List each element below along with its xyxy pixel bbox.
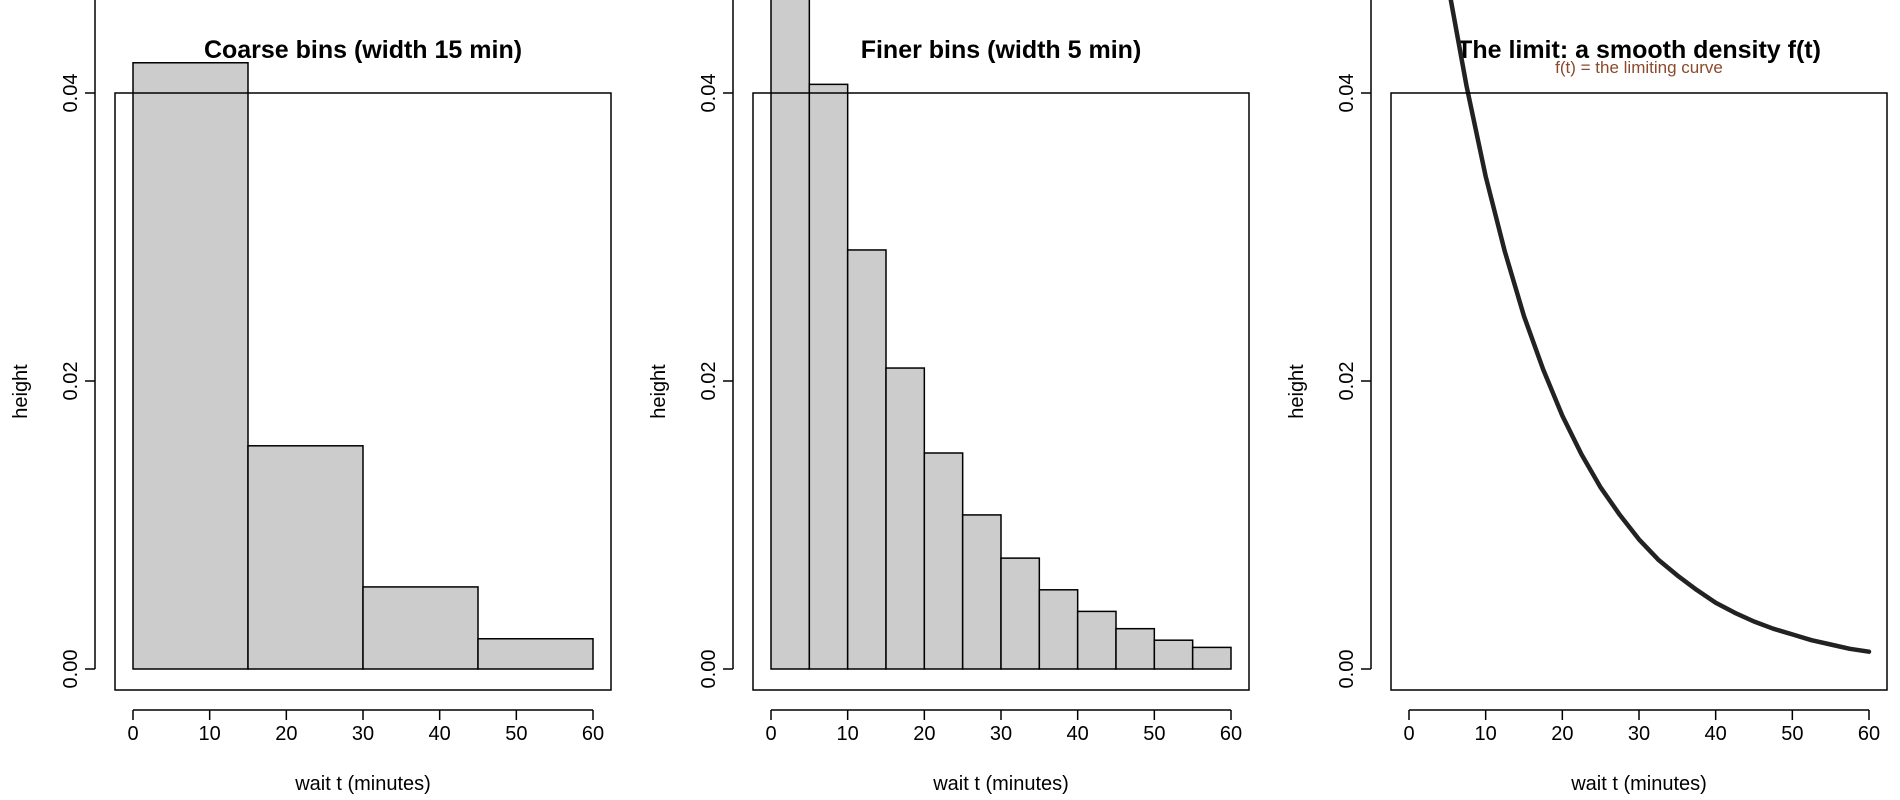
x-tick-label: 60 xyxy=(1858,723,1880,745)
y-tick-label: 0.00 xyxy=(60,650,82,689)
histogram-bar xyxy=(1115,627,1156,670)
x-tick-label: 40 xyxy=(1067,723,1089,745)
histogram-bar xyxy=(1000,557,1041,670)
y-axis-label: height xyxy=(10,364,32,419)
x-axis-label: wait t (minutes) xyxy=(1570,773,1707,795)
x-tick-label: 30 xyxy=(1628,723,1650,745)
y-axis-label: height xyxy=(1286,364,1308,419)
histogram-bar xyxy=(846,249,887,670)
y-tick-label: 0.02 xyxy=(1336,362,1358,401)
histogram-bar xyxy=(1153,639,1194,670)
histogram-bar xyxy=(1038,589,1079,670)
chart-title: Coarse bins (width 15 min) xyxy=(204,36,522,64)
y-tick-label: 0.02 xyxy=(60,362,82,401)
annotation-text: f(t) = the limiting curve xyxy=(1555,58,1723,77)
x-tick-label: 0 xyxy=(1403,723,1414,745)
x-tick-label: 50 xyxy=(1781,723,1803,745)
x-tick-label: 40 xyxy=(429,723,451,745)
histogram-bar xyxy=(362,586,479,670)
histogram-bar xyxy=(247,445,364,670)
x-axis-label: wait t (minutes) xyxy=(932,773,1069,795)
density-curve xyxy=(1448,0,1872,654)
x-tick-label: 10 xyxy=(199,723,221,745)
finer-bins-panel: Finer bins (width 5 min) 0 10 20 30 40 50 60 0.0… xyxy=(648,0,1250,795)
histogram-bar xyxy=(808,83,849,670)
y-tick-label: 0.04 xyxy=(698,74,720,113)
x-tick-label: 0 xyxy=(127,723,138,745)
histogram-bar xyxy=(923,452,964,670)
histogram-bar xyxy=(1191,646,1232,670)
histogram-bar xyxy=(132,62,249,670)
smooth-density-panel: The limit: a smooth density f(t)f(t) = t… xyxy=(1286,0,1888,795)
x-tick-label: 30 xyxy=(352,723,374,745)
chart-title: Finer bins (width 5 min) xyxy=(861,36,1142,64)
chart-title: The limit: a smooth density f(t) xyxy=(1457,36,1821,64)
x-tick-label: 30 xyxy=(990,723,1012,745)
y-tick-label: 0.00 xyxy=(698,650,720,689)
y-tick-label: 0.00 xyxy=(1336,650,1358,689)
plot-frame xyxy=(752,92,1250,691)
histogram-bar xyxy=(961,514,1002,670)
y-tick-label: 0.04 xyxy=(1336,74,1358,113)
histogram-bar xyxy=(477,638,594,670)
x-tick-label: 20 xyxy=(275,723,297,745)
x-tick-label: 50 xyxy=(505,723,527,745)
plot-frame xyxy=(1390,92,1888,691)
histogram-bar xyxy=(770,0,811,670)
y-tick-label: 0.04 xyxy=(60,74,82,113)
x-tick-label: 40 xyxy=(1705,723,1727,745)
y-axis-label: height xyxy=(648,364,670,419)
x-tick-label: 20 xyxy=(913,723,935,745)
x-tick-label: 10 xyxy=(837,723,859,745)
coarse-bins-panel: Coarse bins (width 15 min) 0 10 20 30 40 50 60 0… xyxy=(10,0,612,795)
x-axis-label: wait t (minutes) xyxy=(294,773,431,795)
x-tick-label: 20 xyxy=(1551,723,1573,745)
x-tick-label: 50 xyxy=(1143,723,1165,745)
x-tick-label: 60 xyxy=(582,723,604,745)
x-tick-label: 0 xyxy=(765,723,776,745)
x-tick-label: 60 xyxy=(1220,723,1242,745)
x-tick-label: 10 xyxy=(1475,723,1497,745)
histogram-bar xyxy=(1076,610,1117,670)
plot-frame xyxy=(114,92,612,691)
histogram-bar xyxy=(885,367,926,670)
y-tick-label: 0.02 xyxy=(698,362,720,401)
